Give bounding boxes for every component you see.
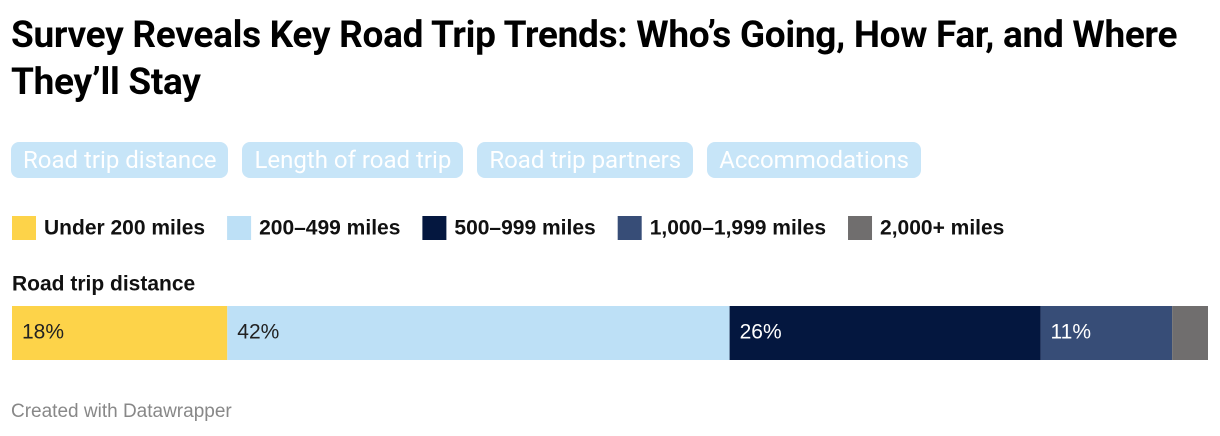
- legend-label: Under 200 miles: [44, 217, 205, 240]
- legend-label: 500–999 miles: [454, 217, 595, 240]
- value-label: 42%: [237, 321, 279, 344]
- bar-segment: [1040, 306, 1173, 360]
- value-label: 11%: [1051, 321, 1091, 344]
- legend-label: 200–499 miles: [259, 217, 400, 240]
- tab[interactable]: Road trip distance: [11, 142, 229, 178]
- legend-swatch: [617, 216, 642, 240]
- legend-label: 2,000+ miles: [880, 217, 1004, 240]
- tab[interactable]: Length of road trip: [242, 142, 464, 178]
- legend-swatch: [422, 216, 447, 240]
- legend-swatch: [227, 216, 252, 240]
- value-label: 26%: [740, 321, 782, 344]
- bar-segment: [729, 306, 1041, 360]
- bar-segment: [227, 306, 730, 360]
- legend-swatch: [848, 216, 873, 240]
- tab[interactable]: Road trip partners: [477, 142, 694, 178]
- legend-label: 1,000–1,999 miles: [650, 217, 826, 240]
- credit: Created with Datawrapper: [11, 401, 232, 422]
- tab[interactable]: Accommodations: [707, 142, 922, 178]
- legend-swatch: [12, 216, 36, 240]
- bar-segment: [12, 306, 228, 360]
- category-label: Road trip distance: [12, 273, 195, 296]
- bar-segment: [1172, 306, 1208, 360]
- value-label: 18%: [22, 321, 64, 344]
- tab-bar: Road trip distance Length of road trip Roa…: [11, 142, 922, 178]
- chart-title: Survey Reveals Key Road Trip Trends: Who…: [11, 14, 1178, 104]
